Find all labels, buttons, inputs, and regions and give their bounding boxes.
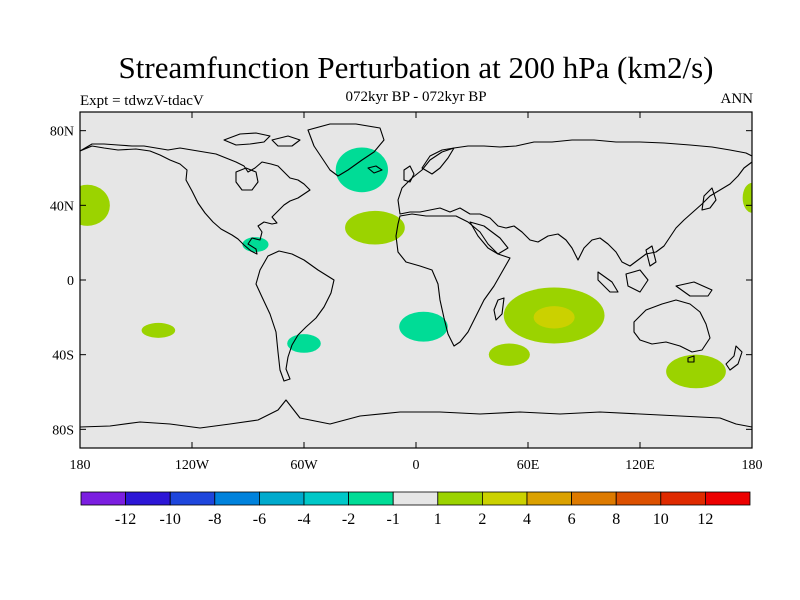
coastline-arctic-islands-2 <box>271 135 301 147</box>
lat-tick-label: 80N <box>50 125 74 140</box>
colorbar: -12 -10 -8 -6 -4 -2 -1 1 2 4 6 8 10 12 <box>80 491 751 528</box>
colorbar-swatch <box>660 491 706 506</box>
colorbar-label: -2 <box>342 511 355 528</box>
coastline-greenland <box>307 123 385 177</box>
colorbar-swatch <box>80 491 126 506</box>
lon-tick-label: 120W <box>175 458 210 473</box>
coastline-borneo <box>625 269 649 293</box>
coastline-antarctica <box>80 399 752 429</box>
coastline-japan <box>701 187 717 211</box>
colorbar-label: -1 <box>387 511 400 528</box>
colorbar-label: 1 <box>434 511 442 528</box>
coastline-hudson-bay <box>235 167 259 191</box>
colorbar-label: 10 <box>653 511 669 528</box>
anomaly-south-pacific <box>141 322 176 338</box>
lat-tick-label: 40S <box>52 349 74 364</box>
colorbar-swatch <box>169 491 216 506</box>
colorbar-swatch <box>437 491 483 506</box>
colorbar-swatch <box>571 491 617 506</box>
colorbar-label: 4 <box>523 511 531 528</box>
coastline-africa <box>395 213 511 347</box>
coastline-new-guinea <box>675 281 713 297</box>
coastline-great-britain <box>403 165 415 183</box>
colorbar-label: -10 <box>160 511 181 528</box>
plot-background <box>80 112 752 448</box>
coastline-scandinavia <box>421 147 455 175</box>
coastline-eurasia <box>397 139 752 267</box>
lon-tick-label: 0 <box>413 458 420 473</box>
lon-tick-label: 180 <box>742 458 763 473</box>
colorbar-swatch <box>125 491 171 506</box>
coastline-sumatra <box>597 271 619 293</box>
coastline-arabia <box>469 221 509 255</box>
axis-ticks: 80N 40N 0 40S 80S 180 120W 60W 0 60E 120E 180 <box>50 112 763 473</box>
colorbar-swatch <box>615 491 662 506</box>
colorbar-label: -4 <box>297 511 310 528</box>
colorbar-label: 2 <box>478 511 486 528</box>
map-title: Streamfunction Perturbation at 200 hPa (… <box>118 50 714 85</box>
season-label: ANN <box>720 91 754 107</box>
anomaly-subtropical-atlantic <box>345 210 405 245</box>
colorbar-swatch <box>214 491 260 506</box>
anomaly-north-pacific-west-edge <box>80 184 110 226</box>
colorbar-swatch <box>303 491 349 506</box>
lat-tick-label: 40N <box>50 199 74 214</box>
colorbar-swatch <box>526 491 572 506</box>
anomaly-caribbean <box>242 237 269 253</box>
anomaly-tasman-sea <box>666 354 726 389</box>
colorbar-swatch <box>258 491 305 506</box>
colorbar-swatch <box>392 491 439 506</box>
coastline-north-america <box>80 143 311 255</box>
colorbar-swatch <box>348 491 394 506</box>
anomaly-south-atlantic <box>399 311 448 342</box>
colorbar-label: 12 <box>697 511 713 528</box>
coastline-tasmania <box>687 355 695 363</box>
coastline-philippines <box>645 245 657 267</box>
coastline-iceland <box>367 165 383 174</box>
colorbar-label: -12 <box>115 511 136 528</box>
colorbar-swatch <box>705 491 751 506</box>
anomaly-southern-africa-east <box>488 343 530 366</box>
lat-tick-label: 80S <box>52 423 74 438</box>
anomaly-indian-ocean-core <box>533 306 575 329</box>
colorbar-label: -6 <box>253 511 266 528</box>
coastline-south-america <box>255 250 335 382</box>
lon-tick-label: 120E <box>625 458 655 473</box>
coastline-arctic-islands <box>223 132 271 146</box>
colorbar-label: 6 <box>568 511 576 528</box>
coastline-madagascar <box>493 297 505 321</box>
lat-tick-label: 0 <box>67 274 74 289</box>
colorbar-swatch <box>481 491 528 506</box>
lon-tick-label: 180 <box>70 458 91 473</box>
coastlines <box>80 123 752 429</box>
lon-tick-label: 60E <box>517 458 540 473</box>
colorbar-label: -8 <box>208 511 221 528</box>
experiment-label: Expt = tdwzV-tdacV <box>80 93 204 109</box>
anomaly-north-atlantic-greenland <box>335 147 388 193</box>
coastline-australia <box>633 299 711 353</box>
lon-tick-label: 60W <box>290 458 318 473</box>
map-subtitle: 072kyr BP - 072kyr BP <box>345 89 487 105</box>
anomaly-south-america-southeast <box>287 334 321 353</box>
coastline-new-zealand <box>725 345 743 371</box>
colorbar-label: 8 <box>612 511 620 528</box>
